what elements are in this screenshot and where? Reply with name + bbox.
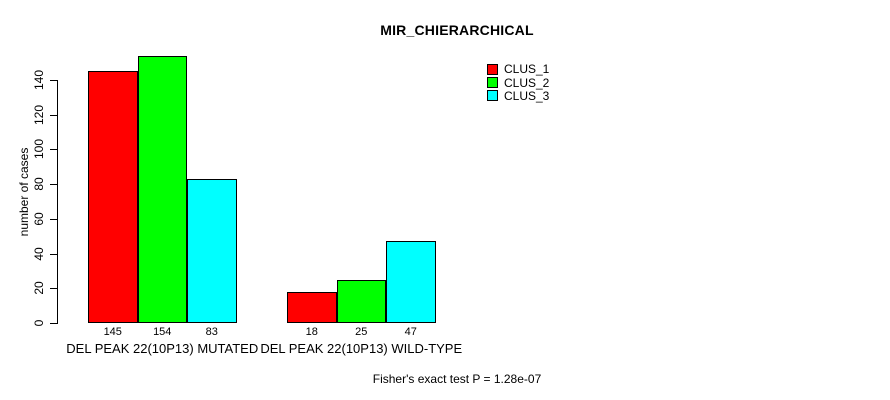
y-tick-mark (50, 184, 58, 185)
y-tick-label: 120 (32, 104, 46, 125)
y-axis-label: number of cases (17, 147, 31, 237)
bar-clus_1 (287, 291, 337, 323)
legend: CLUS_1 CLUS_2 CLUS_3 (487, 63, 549, 102)
y-tick-mark (50, 80, 58, 81)
y-tick-label: 60 (32, 212, 46, 226)
bar-value-label: 47 (404, 326, 417, 338)
legend-item: CLUS_1 (487, 63, 549, 75)
y-tick-mark (50, 115, 58, 116)
y-tick-label: 20 (32, 281, 46, 295)
legend-item: CLUS_3 (487, 90, 549, 102)
category-label: DEL PEAK 22(10P13) WILD-TYPE (260, 341, 463, 356)
bar-value-label: 154 (153, 326, 172, 338)
bar-value-label: 83 (205, 326, 218, 338)
legend-label: CLUS_2 (504, 75, 550, 90)
y-tick-mark (50, 149, 58, 150)
y-tick-label: 100 (32, 139, 46, 160)
y-tick-label: 0 (32, 319, 46, 327)
y-tick-label: 140 (32, 69, 46, 91)
bar-value-label: 18 (305, 326, 318, 338)
y-tick-mark (50, 254, 58, 255)
chart-title: MIR_CHIERARCHICAL (380, 22, 534, 38)
legend-label: CLUS_3 (504, 88, 550, 103)
bar-clus_1 (88, 71, 138, 323)
legend-swatch (487, 77, 498, 89)
y-tick-label: 80 (32, 177, 46, 191)
y-tick-mark (50, 219, 58, 220)
bar-value-label: 25 (355, 326, 368, 338)
bar-clus_2 (137, 55, 187, 323)
bar-clus_3 (187, 178, 237, 323)
bar-value-label: 145 (103, 326, 122, 338)
footnote: Fisher's exact test P = 1.28e-07 (372, 372, 542, 386)
legend-swatch (487, 90, 498, 102)
bar-clus_2 (336, 279, 386, 323)
bar-clus_3 (386, 241, 436, 323)
legend-label: CLUS_1 (504, 62, 550, 77)
legend-item: CLUS_2 (487, 75, 550, 90)
y-tick-mark (50, 288, 58, 289)
y-tick-label: 40 (32, 246, 46, 261)
category-label: DEL PEAK 22(10P13) MUTATED (66, 341, 259, 356)
y-tick-mark (50, 323, 58, 324)
y-axis-line (57, 80, 58, 324)
legend-swatch (487, 63, 498, 75)
